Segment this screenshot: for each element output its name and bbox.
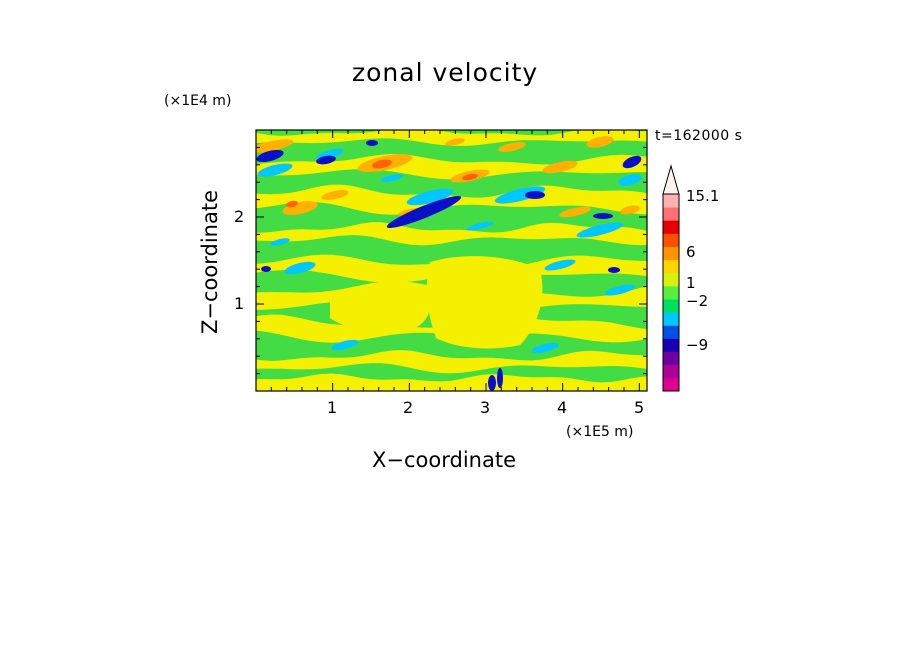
- strong-negative-core: [261, 266, 271, 272]
- y-tick-label: 2: [234, 207, 245, 226]
- y-axis-label: Z−coordinate: [198, 190, 222, 334]
- x-tick-label: 3: [480, 398, 491, 417]
- x-tick-label: 4: [557, 398, 568, 417]
- moderate-positive-patch: [586, 136, 614, 148]
- strong-negative-core: [525, 191, 545, 199]
- colorbar-label: 1: [686, 274, 696, 292]
- y-axis-unit: (×1E4 m): [164, 93, 232, 109]
- x-axis-unit: (×1E5 m): [566, 424, 634, 440]
- strong-negative-core: [622, 155, 642, 169]
- colorbar-segment: [663, 364, 679, 379]
- colorbar-segment: [663, 338, 679, 352]
- strong-positive-core: [286, 200, 298, 208]
- colorbar-label: 6: [686, 243, 696, 261]
- moderate-positive-patch: [559, 206, 591, 218]
- colorbar-segment: [663, 246, 679, 261]
- positive-band: [256, 154, 647, 180]
- strong-negative-core: [316, 155, 336, 165]
- weak-negative-patch: [380, 173, 404, 183]
- plot-frame: [255, 129, 648, 392]
- weak-negative-patch: [406, 188, 454, 206]
- weak-negative-patch: [270, 238, 290, 246]
- colorbar-segment: [663, 194, 679, 208]
- strong-negative-core: [497, 368, 503, 388]
- weak-negative-patch: [284, 261, 316, 275]
- colorbar-label: −9: [686, 336, 709, 354]
- colorbar-segment: [663, 220, 679, 234]
- moderate-positive-patch: [542, 160, 578, 174]
- weak-negative-patch: [257, 163, 293, 177]
- colorbar-segment: [663, 351, 679, 366]
- strong-negative-core: [366, 140, 378, 146]
- time-label: t=162000 s: [655, 128, 743, 144]
- weak-negative-patch: [531, 342, 559, 354]
- colorbar-segment: [663, 207, 679, 221]
- colorbar-segment: [663, 377, 679, 392]
- strong-negative-core: [256, 149, 284, 163]
- x-tick-label: 5: [634, 398, 645, 417]
- colorbar-segment: [663, 259, 679, 274]
- moderate-positive-patch: [445, 138, 465, 146]
- colorbar-segment: [663, 272, 679, 287]
- x-tick-label: 2: [403, 398, 414, 417]
- colorbar-segment: [663, 285, 679, 300]
- x-axis-label: X−coordinate: [372, 448, 516, 472]
- strong-positive-core: [372, 159, 392, 169]
- strong-negative-core: [593, 213, 613, 219]
- axis-ticks: [256, 130, 647, 391]
- moderate-positive-patch: [498, 142, 526, 152]
- weak-negative-patch: [331, 339, 359, 351]
- colorbar-segment: [663, 325, 679, 339]
- velocity-field: [256, 130, 647, 391]
- y-tick-label: 1: [234, 294, 245, 313]
- positive-band: [256, 373, 647, 391]
- colorbar-label: 15.1: [686, 187, 720, 205]
- colorbar-segment: [663, 312, 679, 326]
- moderate-positive-patch: [256, 139, 294, 153]
- chart-title: zonal velocity: [352, 58, 539, 87]
- strong-negative-core: [386, 196, 462, 228]
- x-tick-label: 1: [327, 398, 338, 417]
- moderate-positive-patch: [321, 190, 349, 200]
- weak-negative-patch: [494, 186, 546, 204]
- weak-negative-patch: [466, 221, 494, 231]
- positive-band: [256, 222, 647, 246]
- positive-region: [426, 256, 543, 349]
- weak-negative-patch: [544, 259, 576, 271]
- colorbar-segment: [663, 299, 679, 313]
- strong-positive-core: [462, 173, 478, 181]
- moderate-positive-patch: [620, 205, 640, 215]
- strong-negative-core: [488, 375, 496, 391]
- positive-band: [256, 130, 647, 146]
- colorbar: [662, 164, 680, 392]
- positive-region: [330, 293, 431, 333]
- colorbar-label: −2: [686, 292, 709, 310]
- colorbar-extend-max: [662, 164, 680, 195]
- strong-negative-core: [608, 267, 620, 273]
- weak-negative-patch: [618, 174, 642, 186]
- weak-negative-patch: [576, 222, 624, 238]
- colorbar-segment: [663, 233, 679, 247]
- positive-band: [256, 350, 647, 374]
- weak-negative-patch: [604, 284, 636, 296]
